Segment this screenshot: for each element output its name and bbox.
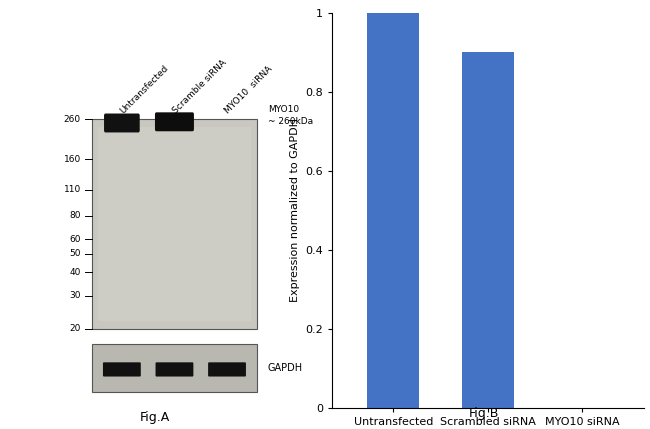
Text: 60: 60 (70, 235, 81, 244)
Text: Fig.B: Fig.B (469, 408, 499, 420)
FancyBboxPatch shape (103, 363, 141, 377)
Text: 50: 50 (70, 249, 81, 258)
Text: 20: 20 (70, 324, 81, 333)
Text: Fig.A: Fig.A (140, 411, 170, 425)
Text: 30: 30 (70, 291, 81, 300)
FancyBboxPatch shape (208, 363, 246, 377)
Bar (367, 13, 419, 408)
Text: 80: 80 (70, 211, 81, 220)
Text: 110: 110 (64, 185, 81, 194)
Text: Scramble siRNA: Scramble siRNA (171, 58, 228, 115)
Text: MYO10  siRNA: MYO10 siRNA (224, 64, 274, 115)
FancyBboxPatch shape (155, 112, 194, 131)
Bar (462, 52, 514, 408)
Text: MYO10
~ 260kDa: MYO10 ~ 260kDa (268, 106, 313, 126)
FancyBboxPatch shape (104, 114, 140, 133)
Bar (92, 119, 257, 329)
Text: 260: 260 (64, 115, 81, 124)
Bar (98, 127, 251, 321)
Bar (92, 344, 257, 392)
Text: Untransfected: Untransfected (118, 63, 170, 115)
Text: GAPDH: GAPDH (268, 363, 303, 373)
FancyBboxPatch shape (155, 363, 193, 377)
Text: 160: 160 (64, 154, 81, 163)
Text: 40: 40 (70, 268, 81, 277)
Y-axis label: Expression normalized to GAPDH: Expression normalized to GAPDH (290, 118, 300, 302)
